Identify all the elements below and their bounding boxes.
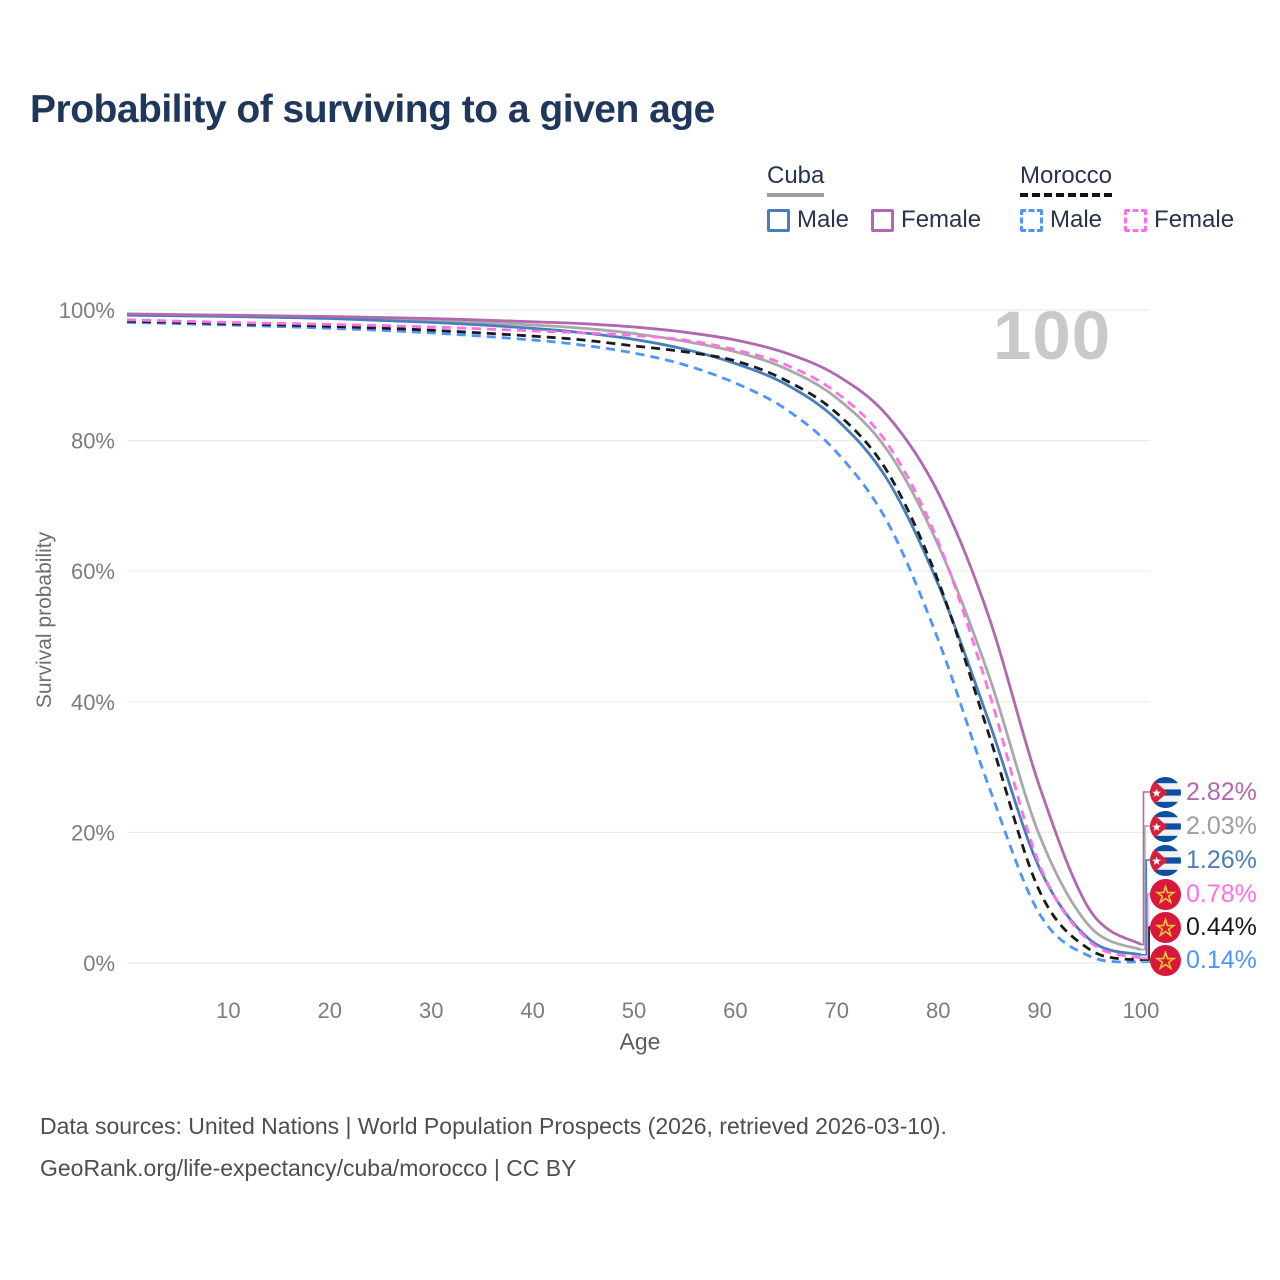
series-line-cuba-male [126,313,1142,957]
x-tick-label: 50 [622,998,646,1023]
legend-item-cuba-female[interactable]: Female [871,206,981,234]
series-line-morocco-female [126,318,1142,960]
end-label-row-cuba-female: 2.82% [1150,775,1257,809]
series-line-cuba-female [126,312,1142,946]
footer-line-1: Data sources: United Nations | World Pop… [40,1113,947,1139]
end-label-value: 0.14% [1186,945,1257,974]
end-label-value: 0.44% [1186,912,1257,941]
y-tick-label: 100% [59,298,115,323]
end-label-row-morocco-male: 0.14% [1150,943,1257,977]
legend-items-morocco: Male Female [1020,206,1234,234]
y-tick-label: 80% [71,429,115,454]
page-title: Probability of surviving to a given age [30,88,715,131]
legend-group-morocco: Morocco Male Female [1020,162,1234,234]
legend-items-cuba: Male Female [767,206,981,234]
x-tick-label: 70 [825,998,849,1023]
series-line-cuba-both-sexes [126,313,1142,952]
x-axis-title: Age [619,1028,661,1055]
end-label-row-cuba-male: 1.26% [1150,843,1257,877]
legend-group-title-morocco: Morocco [1020,162,1113,197]
x-tick-label: 40 [520,998,544,1023]
y-axis-title: Survival probability [33,531,56,709]
legend-item-label: Male [1050,206,1103,233]
end-label-row-morocco-female: 0.78% [1150,877,1257,911]
end-label-value: 1.26% [1186,845,1257,874]
legend-item-cuba-male[interactable]: Male [767,206,849,234]
legend-swatch-cuba-male [767,208,790,232]
x-tick-label: 100 [1123,998,1160,1023]
legend-swatch-morocco-female [1124,208,1148,232]
x-tick-label: 10 [216,998,240,1023]
x-tick-label: 30 [419,998,443,1023]
legend-item-morocco-female[interactable]: Female [1124,206,1234,234]
data-sources-footer: Data sources: United Nations | World Pop… [40,1106,947,1190]
legend-swatch-cuba-female [871,208,895,232]
legend-item-label: Male [797,206,850,233]
morocco-flag-icon [1150,911,1181,943]
y-tick-label: 20% [71,820,115,845]
cuba-flag-icon [1150,810,1181,842]
y-tick-label: 60% [71,559,115,584]
morocco-flag-icon [1150,878,1181,910]
age-watermark: 100 [993,297,1112,374]
end-label-row-cuba-both: 2.03% [1150,809,1257,843]
end-label-value: 0.78% [1186,879,1257,908]
legend-group-title-cuba: Cuba [767,162,825,197]
cuba-flag-icon [1150,844,1181,876]
footer-line-2: GeoRank.org/life-expectancy/cuba/morocco… [40,1154,577,1181]
legend-item-label: Female [901,206,982,233]
y-tick-label: 40% [71,690,115,715]
y-tick-label: 0% [83,951,115,976]
end-label-row-morocco-both: 0.44% [1150,910,1257,944]
end-label-value: 2.03% [1186,811,1257,840]
legend-item-morocco-male[interactable]: Male [1020,206,1102,234]
legend-group-cuba: Cuba Male Female [767,162,981,234]
morocco-flag-icon [1150,944,1181,976]
legend-item-label: Female [1154,206,1235,233]
end-label-value: 2.82% [1186,777,1257,806]
x-tick-label: 20 [318,998,342,1023]
x-tick-label: 90 [1027,998,1051,1023]
x-tick-label: 80 [926,998,950,1023]
series-line-morocco-male [126,321,1142,964]
series-line-morocco-both-sexes [126,319,1142,962]
cuba-flag-icon [1150,776,1181,808]
x-tick-label: 60 [723,998,747,1023]
legend-swatch-morocco-male [1020,208,1043,232]
